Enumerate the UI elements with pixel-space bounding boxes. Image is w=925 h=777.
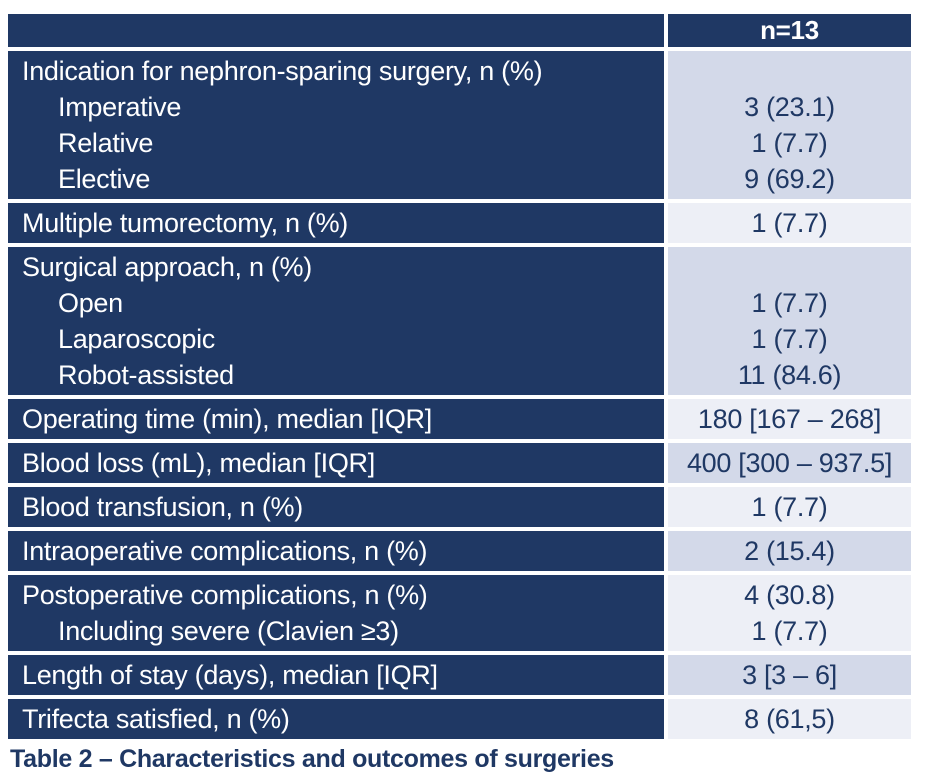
row-label: Length of stay (days), median [IQR] — [22, 660, 438, 690]
row-value: 180 [167 – 268] — [697, 404, 882, 434]
row-label: Including severe (Clavien ≥3) — [58, 616, 399, 646]
row-label: Relative — [58, 128, 154, 158]
row-label: Postoperative complications, n (%) — [22, 580, 428, 610]
row-value: 4 (30.8) — [744, 580, 835, 610]
table-row: Multiple tumorectomy, n (%) 1 (7.7) — [8, 203, 911, 243]
row-value-cell: 400 [300 – 937.5] — [668, 443, 911, 483]
row-label: Intraoperative complications, n (%) — [22, 536, 428, 566]
header-row: n=13 — [8, 14, 911, 47]
row-value: 1 (7.7) — [751, 208, 828, 238]
row-value-cell: 4 (30.8) 1 (7.7) — [668, 575, 911, 651]
row-label-cell: Length of stay (days), median [IQR] — [8, 655, 664, 695]
row-value-cell: 8 (61,5) — [668, 699, 911, 739]
row-label: Elective — [58, 164, 151, 194]
row-value-cell: 3 (23.1) 1 (7.7) 9 (69.2) — [668, 51, 911, 199]
row-label: Trifecta satisfied, n (%) — [22, 704, 290, 734]
table-row: Length of stay (days), median [IQR] 3 [3 … — [8, 655, 911, 695]
table-row: Operating time (min), median [IQR] 180 [1… — [8, 399, 911, 439]
table-row: Intraoperative complications, n (%) 2 (15… — [8, 531, 911, 571]
outcomes-table: n=13 Indication for nephron-sparing surg… — [8, 14, 911, 739]
row-value-cell: 1 (7.7) 1 (7.7) 11 (84.6) — [668, 247, 911, 395]
row-value: 1 (7.7) — [751, 128, 828, 158]
row-value: 8 (61,5) — [744, 704, 835, 734]
table-row: Surgical approach, n (%) Open Laparoscopic… — [8, 247, 911, 395]
row-label: Open — [58, 288, 123, 318]
row-value: 3 [3 – 6] — [742, 660, 837, 690]
row-label: Laparoscopic — [58, 324, 216, 354]
row-label-cell: Operating time (min), median [IQR] — [8, 399, 664, 439]
row-label-cell: Blood transfusion, n (%) — [8, 487, 664, 527]
row-value: 1 (7.7) — [751, 492, 828, 522]
table-caption: Table 2 – Characteristics and outcomes o… — [10, 745, 614, 773]
row-value: 2 (15.4) — [744, 536, 835, 566]
row-label: Surgical approach, n (%) — [22, 252, 312, 282]
row-value: 3 (23.1) — [744, 92, 835, 122]
row-label-cell: Postoperative complications, n (%) Includ… — [8, 575, 664, 651]
row-label: Robot-assisted — [58, 360, 234, 390]
row-label-cell: Surgical approach, n (%) Open Laparoscopic… — [8, 247, 664, 395]
row-label-cell: Blood loss (mL), median [IQR] — [8, 443, 664, 483]
row-value: 9 (69.2) — [744, 164, 835, 194]
table-row: Indication for nephron-sparing surgery, … — [8, 51, 911, 199]
row-label: Blood transfusion, n (%) — [22, 492, 303, 522]
row-label: Blood loss (mL), median [IQR] — [22, 448, 375, 478]
table-row: Postoperative complications, n (%) Includ… — [8, 575, 911, 651]
row-value-cell: 1 (7.7) — [668, 487, 911, 527]
row-value: 1 (7.7) — [751, 288, 828, 318]
row-label: Imperative — [58, 92, 182, 122]
row-value — [670, 249, 909, 285]
row-value: 1 (7.7) — [751, 616, 828, 646]
row-value: 400 [300 – 937.5] — [686, 448, 893, 478]
row-value: 11 (84.6) — [737, 360, 842, 390]
header-n-label: n=13 — [760, 15, 819, 45]
row-label-cell: Indication for nephron-sparing surgery, … — [8, 51, 664, 199]
row-value-cell: 3 [3 – 6] — [668, 655, 911, 695]
row-label-cell: Multiple tumorectomy, n (%) — [8, 203, 664, 243]
row-label: Operating time (min), median [IQR] — [22, 404, 432, 434]
row-value: 1 (7.7) — [751, 324, 828, 354]
row-label-cell: Intraoperative complications, n (%) — [8, 531, 664, 571]
row-value-cell: 2 (15.4) — [668, 531, 911, 571]
row-label-cell: Trifecta satisfied, n (%) — [8, 699, 664, 739]
row-value-cell: 180 [167 – 268] — [668, 399, 911, 439]
table-row: Blood transfusion, n (%) 1 (7.7) — [8, 487, 911, 527]
row-value — [670, 53, 909, 89]
table-row: Blood loss (mL), median [IQR] 400 [300 – … — [8, 443, 911, 483]
table-row: Trifecta satisfied, n (%) 8 (61,5) — [8, 699, 911, 739]
header-empty-cell — [8, 14, 664, 47]
row-value-cell: 1 (7.7) — [668, 203, 911, 243]
header-n-cell: n=13 — [668, 14, 911, 47]
row-label: Multiple tumorectomy, n (%) — [22, 208, 348, 238]
row-label: Indication for nephron-sparing surgery, … — [22, 56, 543, 86]
